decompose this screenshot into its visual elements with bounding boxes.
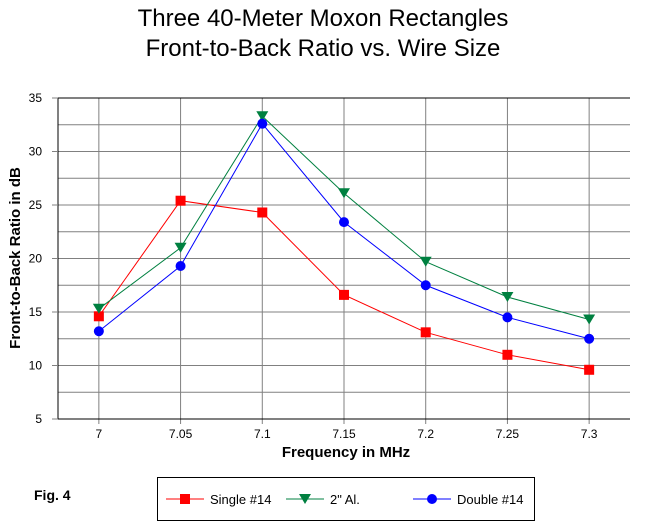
axes bbox=[52, 97, 630, 420]
chart-svg: 5 10 15 20 25 30 35 7 7.05 7.1 7.15 7.2 7.25 7.3 Fre… bbox=[7, 91, 630, 461]
chart-title-line-1: Three 40-Meter Moxon Rectangles bbox=[137, 5, 509, 32]
y-tick-label: 5 bbox=[35, 412, 42, 426]
x-tick-label: 7 bbox=[96, 427, 103, 441]
series-0 bbox=[93, 195, 595, 375]
data-point-triangle bbox=[419, 256, 432, 267]
x-tick-label: 7.1 bbox=[254, 427, 271, 441]
legend-label: Double #14 bbox=[457, 491, 524, 507]
y-axis-label: Front-to-Back Ratio in dB bbox=[7, 167, 24, 349]
series-1 bbox=[92, 111, 596, 325]
data-point-square bbox=[502, 349, 513, 360]
x-tick-labels: 7 7.05 7.1 7.15 7.2 7.25 7.3 bbox=[96, 427, 598, 441]
grid bbox=[58, 98, 630, 424]
chart-title-line-2: Front-to-Back Ratio vs. Wire Size bbox=[145, 35, 501, 62]
data-point-circle bbox=[93, 326, 104, 337]
circle-marker-icon bbox=[413, 494, 451, 504]
y-tick-label: 20 bbox=[29, 252, 43, 266]
series-group bbox=[92, 111, 596, 375]
legend-item-2in-al: 2" Al. bbox=[286, 491, 360, 507]
legend-label: Single #14 bbox=[210, 491, 272, 507]
y-tick-label: 10 bbox=[29, 359, 43, 373]
data-point-circle bbox=[257, 118, 268, 129]
y-tick-label: 15 bbox=[29, 305, 43, 319]
figure-label: Fig. 4 bbox=[34, 487, 71, 503]
x-tick-label: 7.2 bbox=[417, 427, 434, 441]
data-point-triangle bbox=[92, 303, 105, 314]
x-tick-label: 7.05 bbox=[169, 427, 193, 441]
legend: Single #14 2" Al. Double #14 bbox=[157, 477, 535, 521]
chart-title: Three 40-Meter Moxon Rectangles Front-to… bbox=[0, 4, 646, 64]
data-point-square bbox=[420, 327, 431, 338]
legend-label: 2" Al. bbox=[330, 491, 360, 507]
data-point-square bbox=[257, 207, 268, 218]
series-2 bbox=[93, 118, 595, 344]
y-tick-labels: 5 10 15 20 25 30 35 bbox=[29, 91, 43, 426]
data-point-triangle bbox=[583, 314, 596, 325]
legend-item-double-14: Double #14 bbox=[413, 491, 524, 507]
y-tick-label: 30 bbox=[29, 145, 43, 159]
data-point-triangle bbox=[338, 188, 350, 199]
x-tick-label: 7.25 bbox=[496, 427, 520, 441]
data-point-triangle bbox=[174, 242, 187, 253]
x-tick-label: 7.15 bbox=[332, 427, 356, 441]
data-point-square bbox=[339, 289, 349, 300]
data-point-square bbox=[93, 311, 104, 322]
legend-item-single-14: Single #14 bbox=[166, 491, 271, 507]
data-point-square bbox=[584, 364, 595, 375]
y-tick-label: 25 bbox=[29, 198, 43, 212]
data-point-triangle bbox=[256, 111, 269, 122]
data-point-circle bbox=[584, 333, 595, 344]
data-point-circle bbox=[420, 280, 431, 291]
data-point-circle bbox=[175, 260, 186, 271]
square-marker-icon bbox=[166, 494, 204, 504]
data-point-triangle bbox=[501, 292, 514, 303]
data-point-square bbox=[175, 195, 186, 206]
y-tick-label: 35 bbox=[29, 91, 43, 105]
data-point-circle bbox=[339, 217, 349, 228]
triangle-marker-icon bbox=[286, 494, 324, 504]
x-axis-label: Frequency in MHz bbox=[282, 444, 410, 461]
data-point-circle bbox=[502, 312, 513, 323]
x-tick-label: 7.3 bbox=[581, 427, 598, 441]
